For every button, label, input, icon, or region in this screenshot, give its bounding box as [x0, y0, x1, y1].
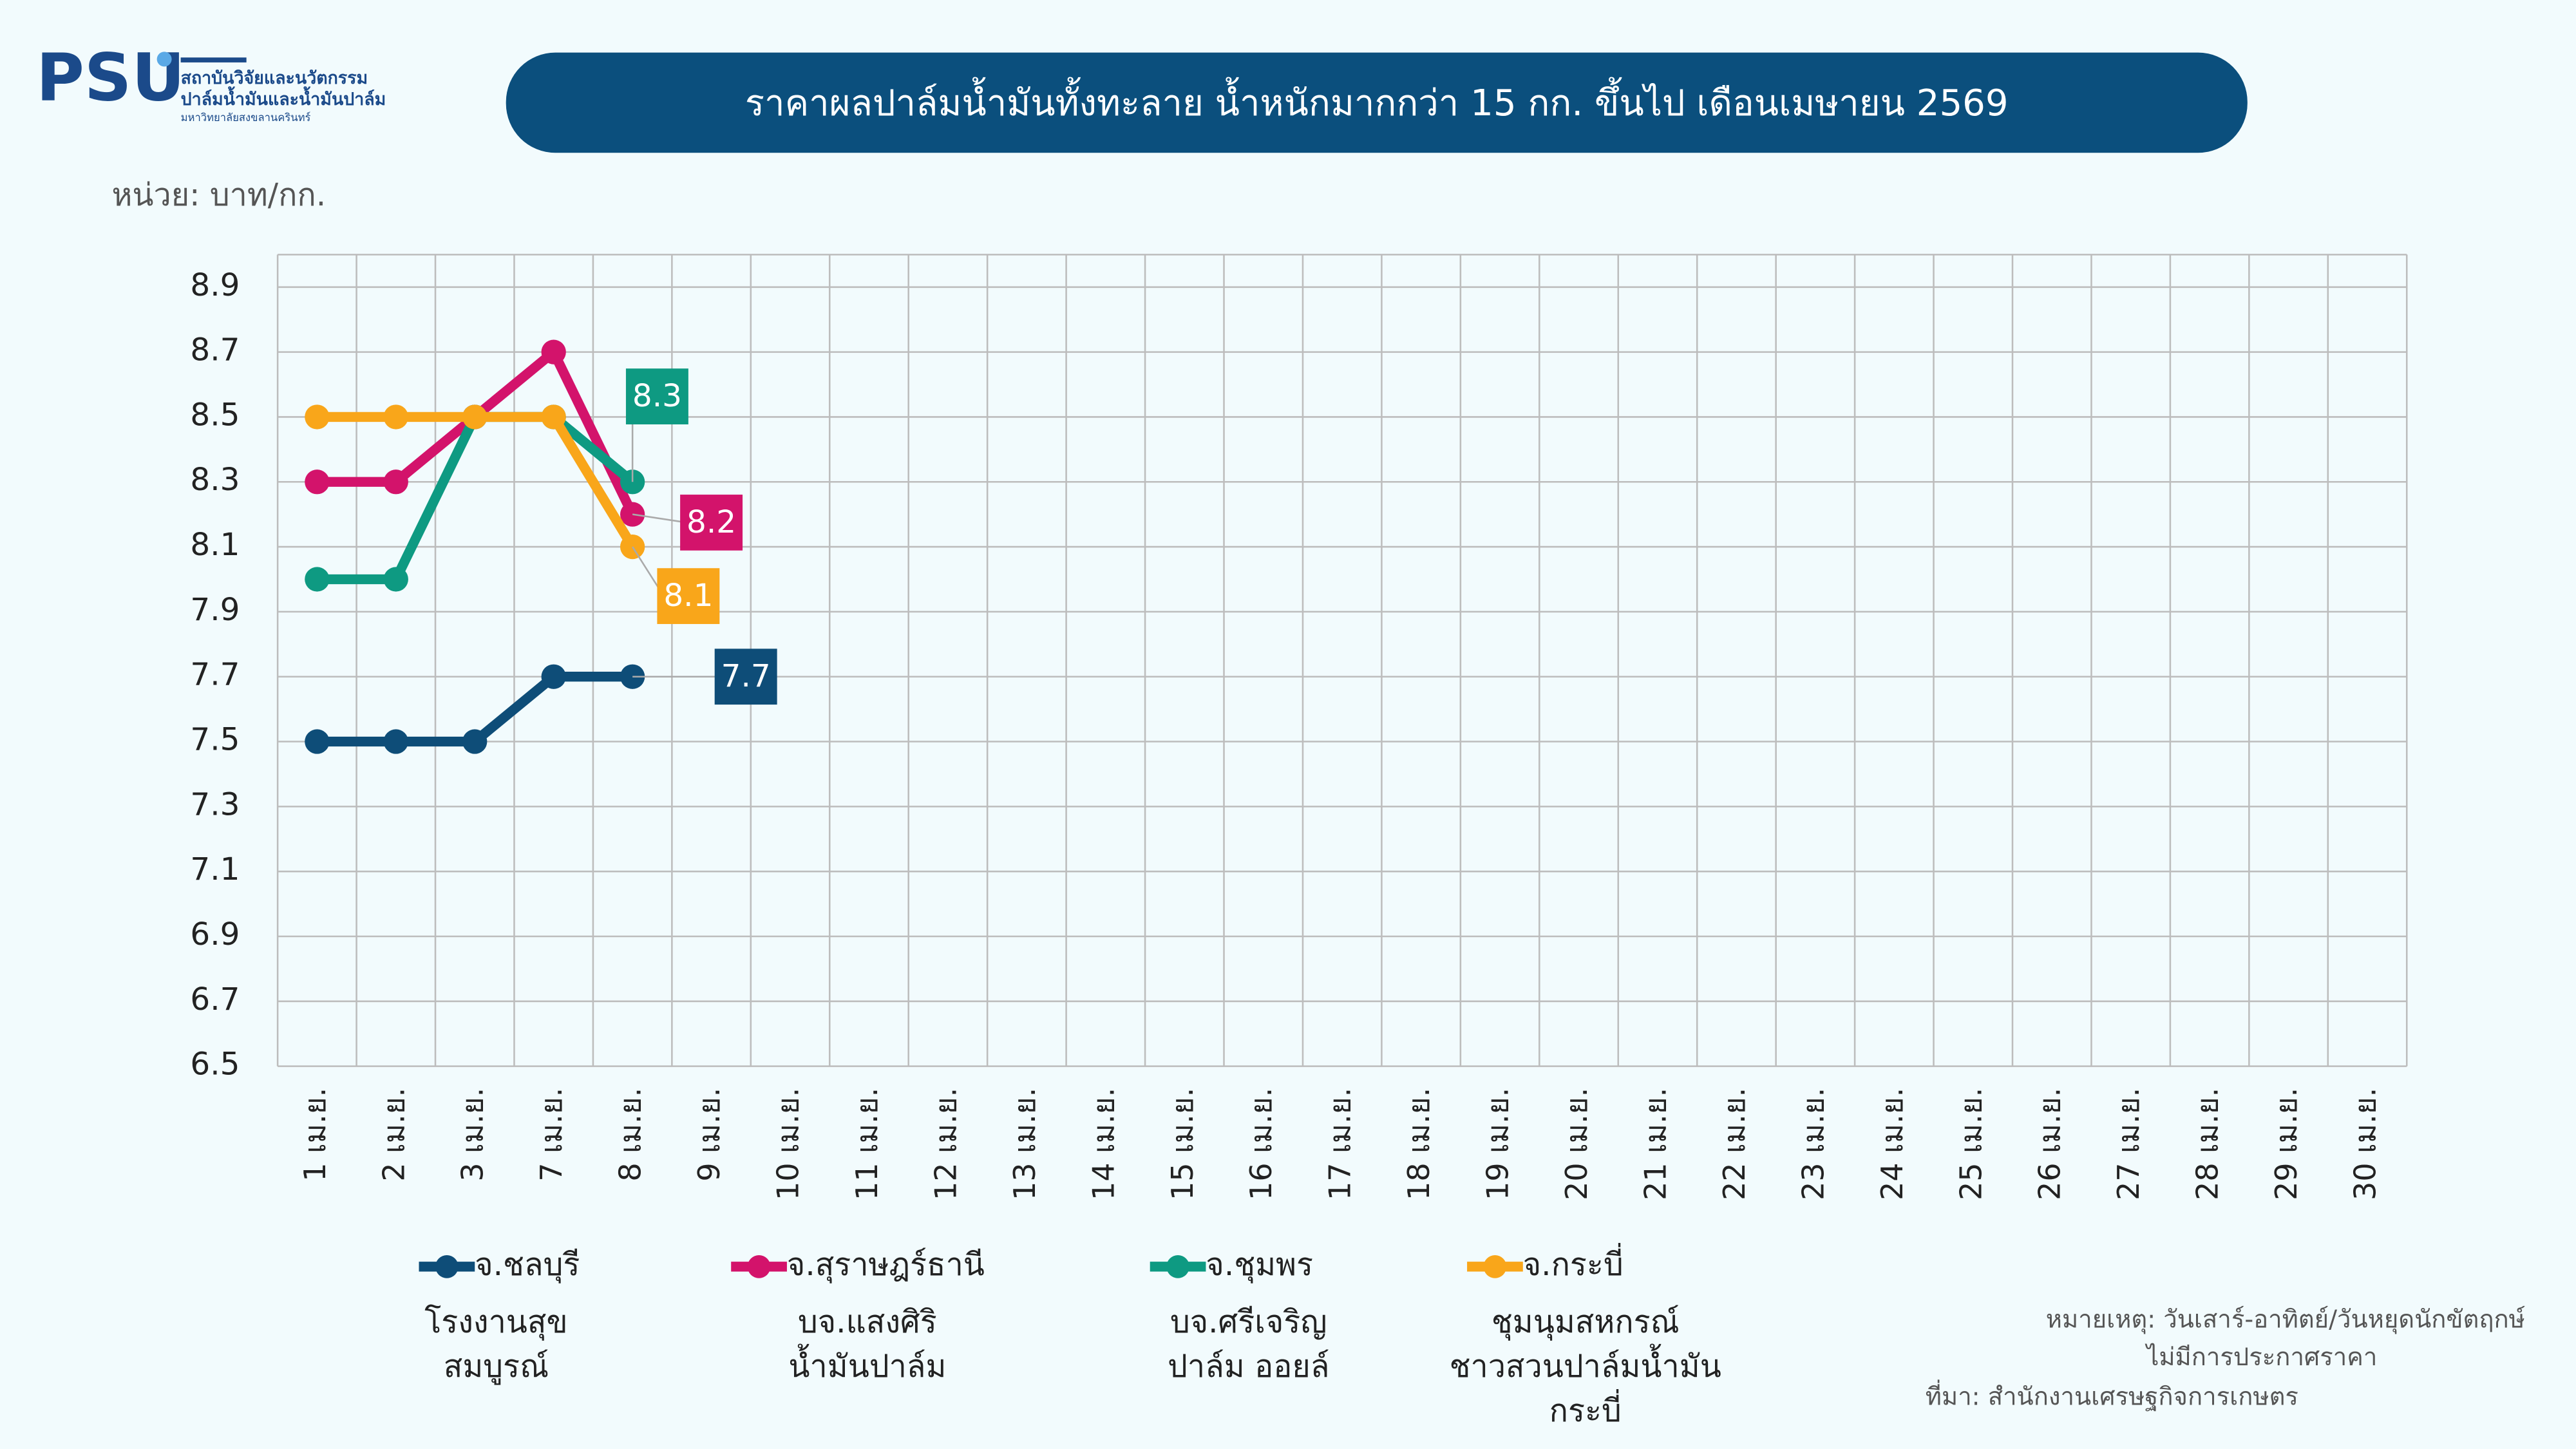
y-tick-label: 7.3 [190, 786, 240, 822]
x-tick-label: 7 เม.ย. [534, 1088, 569, 1182]
x-tick-label: 24 เม.ย. [1875, 1088, 1909, 1200]
point [541, 664, 566, 689]
y-tick-label: 7.1 [190, 851, 240, 887]
data-label-box [625, 368, 688, 424]
legend-label: จ.ชุมพร [1206, 1247, 1313, 1283]
x-tick-label: 17 เม.ย. [1323, 1088, 1358, 1200]
x-tick-label: 11 เม.ย. [849, 1088, 884, 1200]
org-line: สถาบันวิจัยและนวัตกรรม [181, 68, 368, 88]
x-tick-label: 27 เม.ย. [2111, 1088, 2146, 1200]
logo: PSU [36, 39, 185, 116]
y-tick-label: 7.7 [190, 657, 240, 693]
logo-bar [180, 57, 247, 62]
legend-marker [747, 1255, 771, 1278]
y-axis-unit: หน่วย: บาท/กก. [111, 177, 326, 213]
x-tick-label: 9 เม.ย. [692, 1088, 726, 1182]
point [383, 729, 408, 754]
point [305, 729, 330, 754]
point [541, 339, 566, 365]
point [462, 404, 488, 430]
x-tick-label: 3 เม.ย. [455, 1088, 490, 1182]
point [305, 404, 330, 430]
y-tick-label: 6.9 [190, 916, 240, 952]
x-tick-label: 19 เม.ย. [1481, 1088, 1515, 1200]
x-tick-label: 16 เม.ย. [1244, 1088, 1278, 1200]
org-line: มหาวิทยาลัยสงขลานครินทร์ [181, 111, 311, 124]
data-label: 8.1 [663, 578, 713, 614]
x-tick-label: 2 เม.ย. [376, 1088, 411, 1182]
series-note: สมบูรณ์ [444, 1349, 549, 1385]
series-note: น้ำมันปาล์ม [788, 1343, 946, 1385]
y-tick-label: 7.5 [190, 722, 240, 758]
y-tick-label: 8.7 [190, 332, 240, 368]
series-note: ชาวสวนปาล์มน้ำมัน [1450, 1343, 1721, 1385]
x-tick-label: 29 เม.ย. [2269, 1088, 2304, 1200]
note: ที่มา: สำนักงานเศรษฐกิจการเกษตร [1926, 1379, 2298, 1411]
x-tick-label: 18 เม.ย. [1401, 1088, 1436, 1200]
x-tick-label: 26 เม.ย. [2032, 1088, 2067, 1200]
series-note: กระบี่ [1549, 1389, 1622, 1429]
x-tick-label: 8 เม.ย. [613, 1088, 648, 1182]
point [383, 567, 408, 592]
data-label-box [657, 568, 720, 624]
data-label-box [680, 495, 743, 551]
org-line: ปาล์มน้ำมันและน้ำมันปาล์ม [181, 86, 386, 109]
data-label: 8.3 [632, 378, 682, 414]
x-tick-label: 30 เม.ย. [2348, 1088, 2383, 1200]
logo-dot [156, 52, 172, 67]
x-tick-label: 15 เม.ย. [1165, 1088, 1200, 1200]
data-label: 7.7 [721, 658, 771, 694]
point [383, 469, 408, 495]
leader-line [632, 513, 687, 524]
y-tick-label: 6.7 [190, 981, 240, 1018]
x-tick-label: 28 เม.ย. [2190, 1088, 2225, 1200]
x-tick-label: 25 เม.ย. [1953, 1088, 1988, 1200]
y-tick-label: 8.9 [190, 267, 240, 303]
x-tick-label: 13 เม.ย. [1007, 1088, 1042, 1200]
point [462, 729, 488, 754]
y-tick-label: 8.5 [190, 397, 240, 433]
legend-marker [435, 1255, 459, 1278]
x-tick-label: 1 เม.ย. [298, 1088, 332, 1182]
title-bar [506, 52, 2248, 153]
legend-marker [1166, 1255, 1189, 1278]
x-tick-label: 12 เม.ย. [928, 1088, 963, 1200]
series-note: บจ.แสงศิริ [798, 1304, 937, 1340]
point [383, 404, 408, 430]
data-label-box [714, 649, 777, 705]
legend-label: จ.ชลบุรี [475, 1247, 580, 1283]
x-tick-label: 23 เม.ย. [1795, 1088, 1830, 1200]
x-tick-label: 14 เม.ย. [1086, 1088, 1121, 1200]
series-note: ชุมนุมสหกรณ์ [1492, 1304, 1680, 1341]
series-note: บจ.ศรีเจริญ [1170, 1304, 1327, 1340]
y-tick-label: 7.9 [190, 592, 240, 628]
x-tick-label: 10 เม.ย. [771, 1088, 806, 1200]
x-tick-label: 20 เม.ย. [1559, 1088, 1594, 1200]
note: หมายเหตุ: วันเสาร์-อาทิตย์/วันหยุดนักขัต… [2046, 1305, 2525, 1334]
data-label: 8.2 [687, 504, 736, 540]
series-note: ปาล์ม ออยล์ [1168, 1349, 1329, 1385]
series-note: โรงงานสุข [424, 1304, 567, 1341]
y-tick-label: 8.1 [190, 527, 240, 563]
legend-marker [1483, 1255, 1507, 1278]
x-tick-label: 21 เม.ย. [1638, 1088, 1672, 1200]
x-tick-label: 22 เม.ย. [1717, 1088, 1752, 1200]
chart-title: ราคาผลปาล์มน้ำมันทั้งทะลาย น้ำหนักมากกว่… [745, 77, 2009, 124]
point [305, 567, 330, 592]
legend-label: จ.สุราษฎร์ธานี [787, 1247, 985, 1283]
y-tick-label: 6.5 [190, 1046, 240, 1083]
y-tick-label: 8.3 [190, 462, 240, 498]
point [305, 469, 330, 495]
note: ไม่มีการประกาศราคา [2145, 1343, 2377, 1372]
point [541, 404, 566, 430]
legend-label: จ.กระบี่ [1523, 1243, 1624, 1283]
